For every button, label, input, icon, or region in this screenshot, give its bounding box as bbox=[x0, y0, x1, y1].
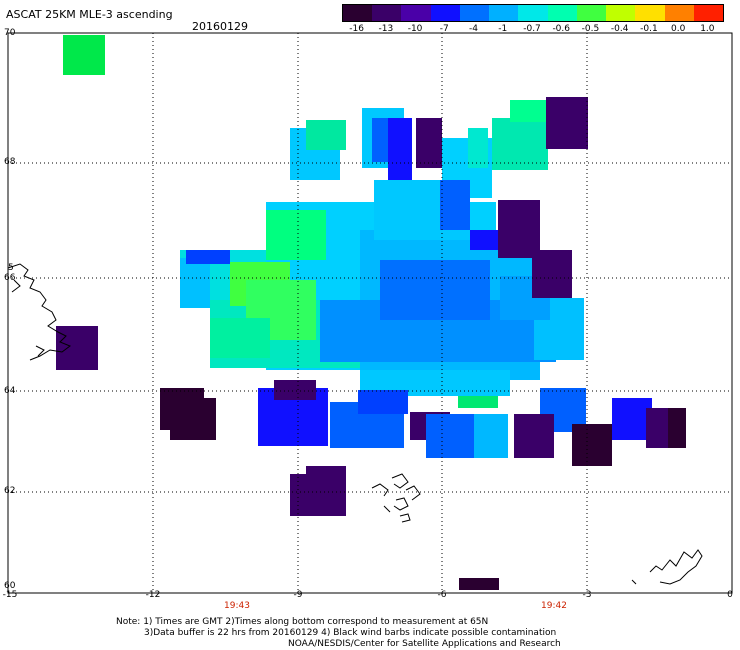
legend-tick-label: -7 bbox=[439, 24, 449, 34]
legend-swatch bbox=[606, 5, 636, 21]
time-label-2: 19:42 bbox=[541, 601, 567, 611]
wind-cells bbox=[56, 35, 686, 590]
note-line-1: Note: 1) Times are GMT 2)Times along bot… bbox=[116, 617, 489, 627]
legend-swatch bbox=[518, 5, 549, 21]
lon-label-m12: -12 bbox=[145, 590, 161, 600]
legend-tick-label: 1.0 bbox=[700, 24, 715, 34]
legend-swatch bbox=[664, 5, 695, 21]
time-label-1: 19:43 bbox=[224, 601, 250, 611]
lat-label-68: 68 bbox=[4, 157, 16, 167]
legend-tick-label: -0.5 bbox=[581, 24, 600, 34]
legend-swatch bbox=[372, 5, 402, 21]
legend-tick-label: -4 bbox=[469, 24, 479, 34]
note-line-2: 3)Data buffer is 22 hrs from 20160129 4)… bbox=[144, 628, 557, 638]
legend-tick-label: -0.4 bbox=[610, 24, 629, 34]
legend-swatch bbox=[430, 5, 461, 21]
lon-label-m3: -3 bbox=[582, 590, 592, 600]
legend-bar bbox=[342, 4, 724, 22]
legend-swatch bbox=[693, 5, 724, 21]
legend-tick-label: -16 bbox=[349, 24, 364, 34]
legend-tick-label: -0.6 bbox=[552, 24, 570, 34]
grid-lines bbox=[8, 33, 732, 593]
lat-label-60: 60 bbox=[4, 581, 16, 591]
legend-ticks: -16 -13 -10 -7 -4 -1 -0.7 -0.6 -0.5 -0.4 -0.1 0.0 1.… bbox=[342, 24, 724, 36]
legend-tick-label: -1 bbox=[498, 24, 508, 34]
plot-frame bbox=[7, 32, 733, 594]
legend-swatch bbox=[576, 5, 607, 21]
lat-label-62: 62 bbox=[4, 486, 16, 496]
legend-swatch bbox=[547, 5, 578, 21]
legend-tick-label: 0.0 bbox=[670, 24, 686, 34]
legend-tick-label: -13 bbox=[378, 24, 394, 34]
legend-swatch bbox=[489, 5, 519, 21]
legend-tick-label: -0.1 bbox=[640, 24, 658, 34]
lon-label-0: 0 bbox=[727, 590, 733, 600]
coastlines bbox=[7, 263, 703, 585]
note-line-3: NOAA/NESDIS/Center for Satellite Applica… bbox=[288, 639, 561, 649]
legend-swatch bbox=[635, 5, 666, 21]
legend-swatch bbox=[459, 5, 490, 21]
legend-tick-label: -0.7 bbox=[523, 24, 541, 34]
lon-label-m15: -15 bbox=[2, 590, 18, 600]
product-title: ASCAT 25KM MLE-3 ascending bbox=[6, 8, 173, 21]
stray-label: 5 bbox=[8, 263, 14, 273]
lat-label-64: 64 bbox=[4, 386, 16, 396]
legend-swatch bbox=[401, 5, 432, 21]
color-legend: -16 -13 -10 -7 -4 -1 -0.7 -0.6 -0.5 -0.4 -0.1 0.0 1.… bbox=[342, 4, 724, 34]
lat-label-66: 66 bbox=[4, 273, 16, 283]
lon-label-m6: -6 bbox=[437, 590, 447, 600]
legend-tick-label: -10 bbox=[407, 24, 423, 34]
legend-swatch bbox=[343, 5, 373, 21]
lon-label-m9: -9 bbox=[293, 590, 303, 600]
product-date: 20160129 bbox=[192, 20, 248, 33]
lat-label-70: 70 bbox=[4, 28, 16, 38]
